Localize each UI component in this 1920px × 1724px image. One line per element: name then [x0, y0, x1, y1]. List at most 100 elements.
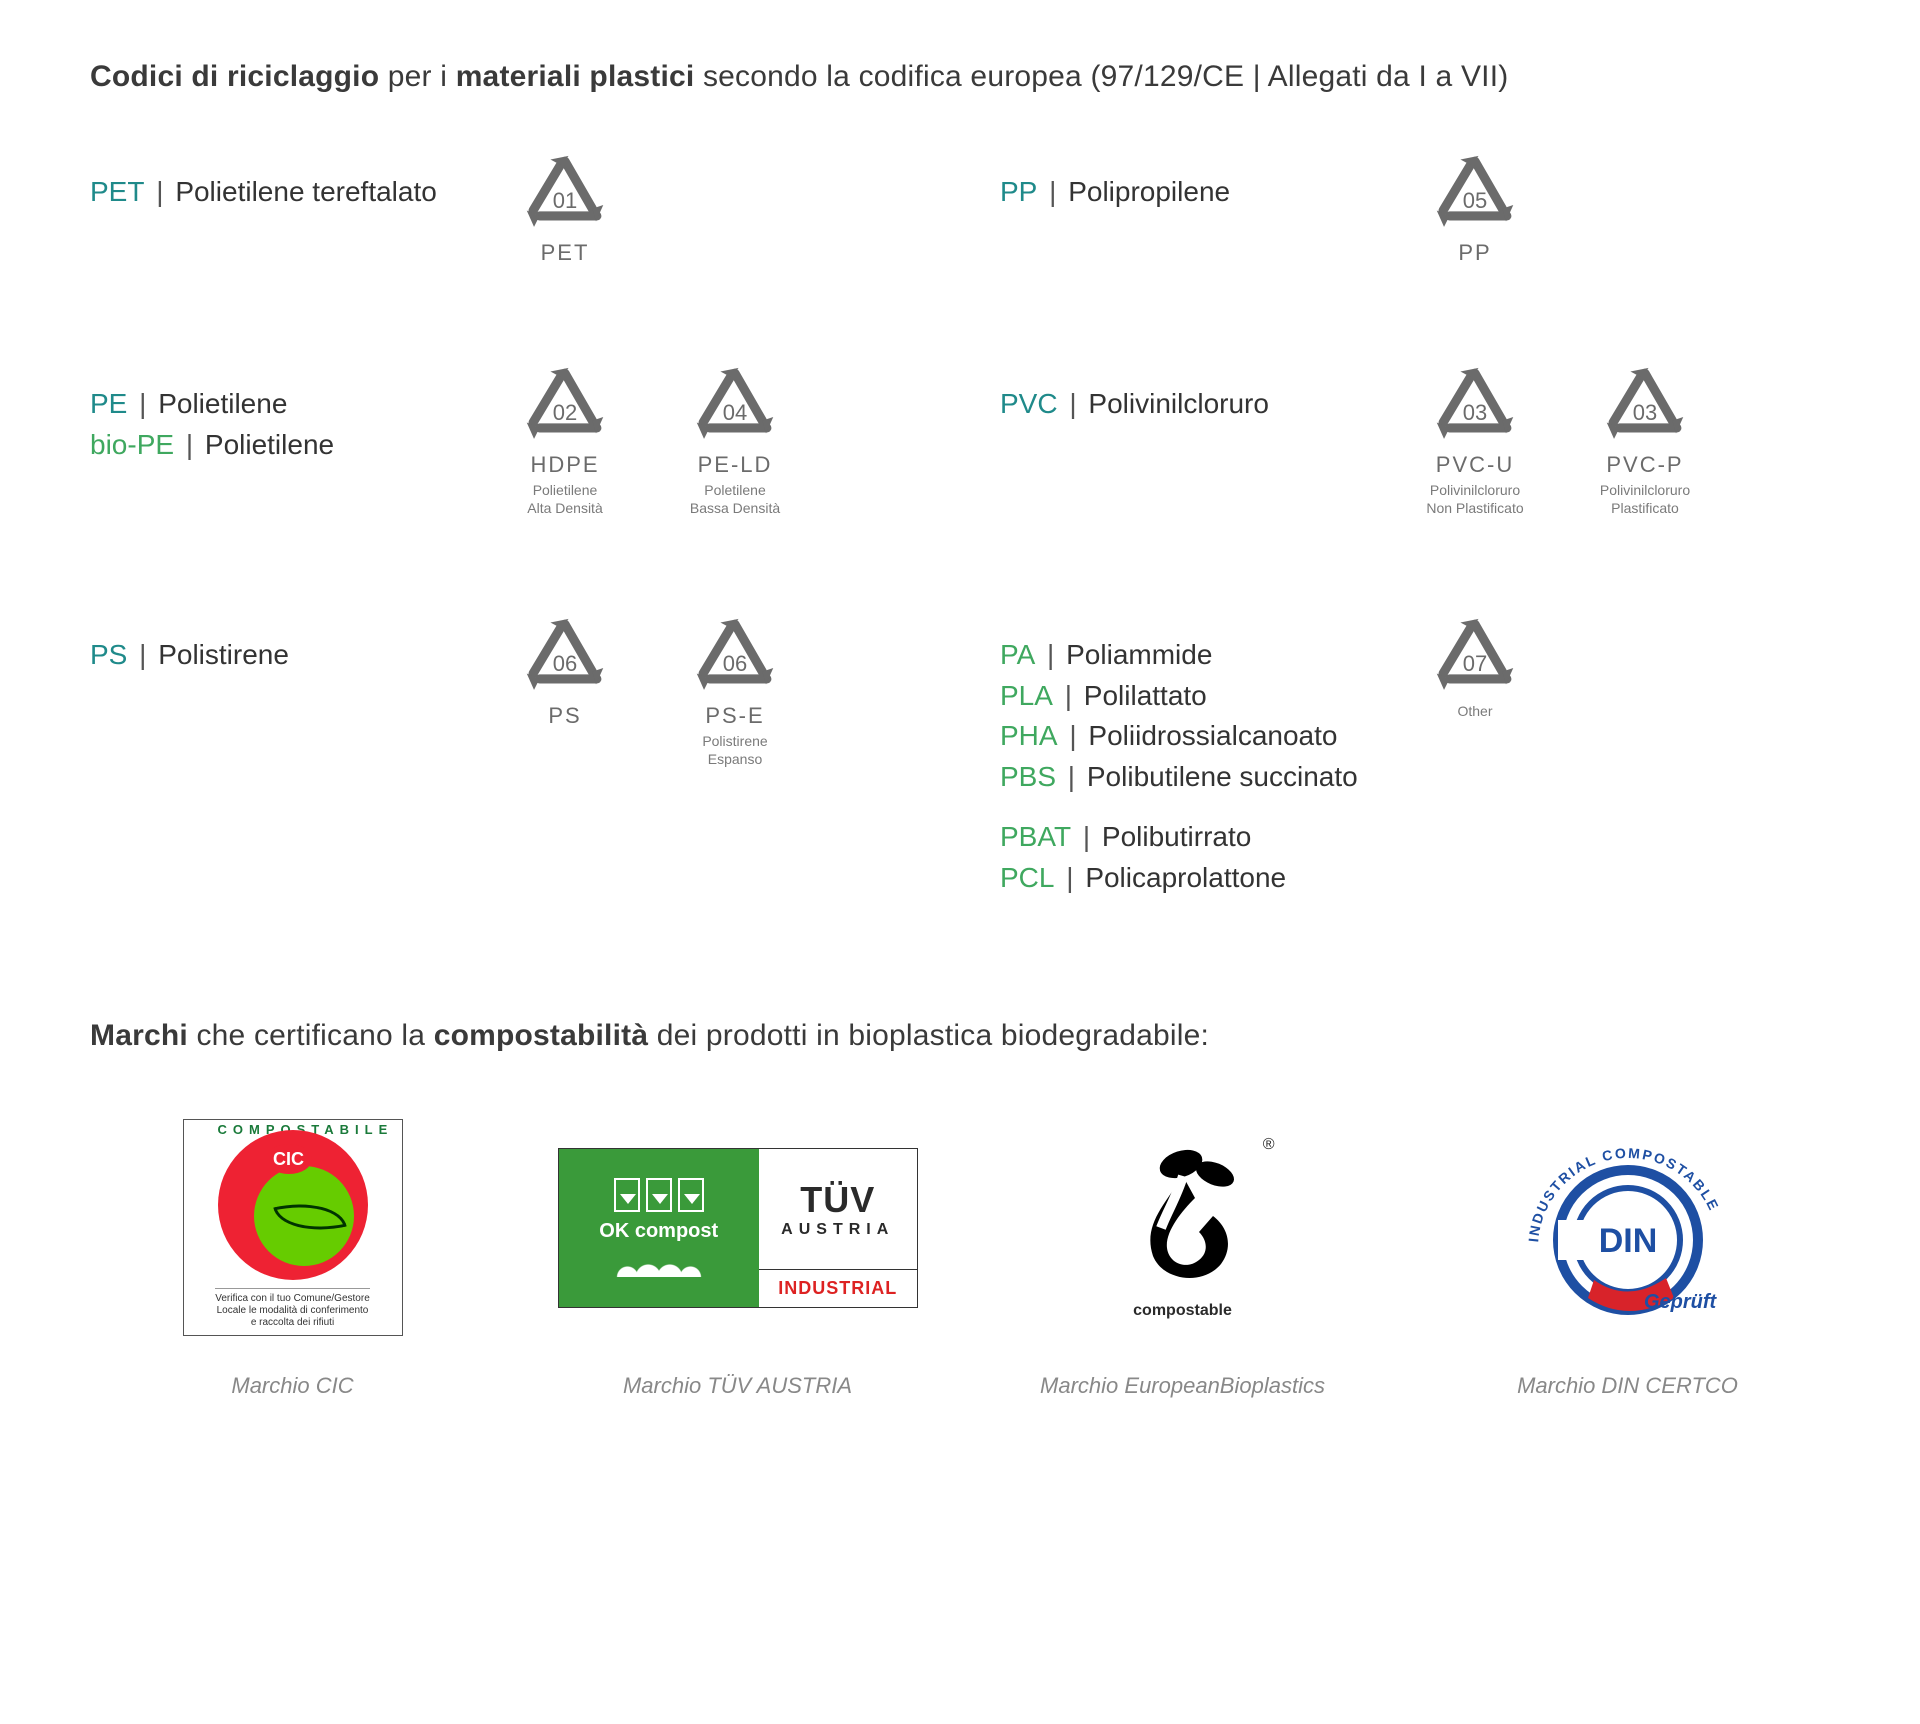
recycle-abbr: PS — [548, 703, 581, 729]
recycling-symbols: 01 PET — [500, 154, 630, 266]
recycling-symbol: 03PVC-PPolivinilcloruroPlastificato — [1580, 366, 1710, 517]
recycling-symbol: 06PS-EPolistireneEspanso — [670, 617, 800, 768]
recycle-desc: PolistireneEspanso — [702, 733, 767, 768]
material-labels: PP | Polipropilene — [1000, 154, 1380, 213]
recycle-number: 03 — [1599, 400, 1691, 426]
din-center: DIN — [1598, 1222, 1657, 1260]
material-code: PCL — [1000, 862, 1054, 893]
logo-seedling: ® compostable — [1083, 1136, 1283, 1320]
material-name: Policaprolattone — [1085, 862, 1286, 893]
recycling-symbol: 01 PET — [500, 154, 630, 266]
material-name: Polibutilene succinato — [1087, 761, 1358, 792]
material-label-line: PET | Polietilene tereftalato — [90, 172, 470, 213]
title2-mid1: che certificano la — [188, 1019, 434, 1052]
cic-footer: Verifica con il tuo Comune/GestoreLocale… — [215, 1288, 370, 1329]
recycle-number: 05 — [1429, 188, 1521, 214]
recycling-symbols: 06 PS 06PS-EPolistireneEspanso — [500, 617, 800, 768]
title2-bold1: Marchi — [90, 1019, 188, 1052]
certification: COMPOSTABILE CIC Verifica con il tuo Com… — [90, 1113, 495, 1399]
material-name: Polistirene — [158, 639, 289, 670]
recycle-number: 06 — [689, 651, 781, 677]
material-label-line: PLA | Polilattato — [1000, 676, 1380, 717]
title1-bold1: Codici di riciclaggio — [90, 60, 379, 93]
certification: OK compost TÜV AUSTRIA INDUSTRIAL Marchi… — [535, 1113, 940, 1399]
recycle-desc: PolietileneAlta Densità — [527, 482, 602, 517]
seedling-caption: compostable — [1133, 1302, 1232, 1320]
title1-bold2: materiali plastici — [456, 60, 695, 93]
material-name: Polietilene — [205, 429, 334, 460]
tuv-brand1: TÜV — [800, 1179, 875, 1221]
recycle-triangle-icon: 04 — [689, 366, 781, 448]
material-name: Poliidrossialcanoato — [1088, 720, 1337, 751]
material-code: PET — [90, 176, 144, 207]
title1-mid1: per i — [379, 60, 455, 93]
separator: | — [1058, 720, 1089, 751]
recycle-abbr: PE-LD — [698, 452, 773, 478]
cic-badge: CIC — [266, 1144, 312, 1174]
title2-bold2: compostabilità — [434, 1019, 649, 1052]
material-cell: PA | Poliammide PLA | PolilattatoPHA | Po… — [1000, 617, 1830, 899]
separator: | — [127, 639, 158, 670]
separator: | — [1058, 388, 1089, 419]
down-arrows-icon — [614, 1178, 704, 1212]
recycle-triangle-icon: 02 — [519, 366, 611, 448]
material-code: PLA — [1000, 680, 1053, 711]
recycle-number: 04 — [689, 400, 781, 426]
recycling-symbols: 07Other — [1410, 617, 1540, 721]
tuv-industrial: INDUSTRIAL — [759, 1269, 917, 1307]
material-code: PE — [90, 388, 127, 419]
separator: | — [174, 429, 205, 460]
material-labels: PET | Polietilene tereftalato — [90, 154, 470, 213]
material-name: Polietilene tereftalato — [175, 176, 437, 207]
material-code: PP — [1000, 176, 1037, 207]
certification-caption: Marchio DIN CERTCO — [1517, 1373, 1738, 1399]
registered-mark: ® — [1263, 1136, 1275, 1154]
material-label-line: PE | Polietilene — [90, 384, 470, 425]
recycle-desc: PolivinilcloruroNon Plastificato — [1426, 482, 1523, 517]
material-label-line: PVC | Polivinilcloruro — [1000, 384, 1380, 425]
recycle-abbr: PP — [1458, 240, 1491, 266]
recycle-triangle-icon: 03 — [1599, 366, 1691, 448]
recycle-abbr: PET — [541, 240, 590, 266]
material-code: bio-PE — [90, 429, 174, 460]
material-name: Polietilene — [158, 388, 287, 419]
title1-suffix: secondo la codifica europea (97/129/CE |… — [694, 60, 1508, 93]
recycle-number: 02 — [519, 400, 611, 426]
flower-icon — [614, 1251, 704, 1277]
separator: | — [1054, 862, 1085, 893]
title2-suffix: dei prodotti in bioplastica biodegradabi… — [648, 1019, 1209, 1052]
separator: | — [1035, 639, 1066, 670]
recycle-abbr: PVC-U — [1436, 452, 1514, 478]
certification-caption: Marchio CIC — [231, 1373, 353, 1399]
material-cell: PP | Polipropilene 05 PP — [1000, 154, 1830, 266]
recycle-abbr: HDPE — [530, 452, 599, 478]
material-name: Polipropilene — [1068, 176, 1230, 207]
separator: | — [1071, 821, 1102, 852]
certification-logo: OK compost TÜV AUSTRIA INDUSTRIAL — [558, 1113, 918, 1343]
certification-logo: COMPOSTABILE CIC Verifica con il tuo Com… — [183, 1113, 403, 1343]
material-code: PA — [1000, 639, 1035, 670]
recycle-desc: PolivinilcloruroPlastificato — [1600, 482, 1690, 517]
material-labels: PE | Polietilene bio-PE | Polietilene — [90, 366, 470, 465]
material-name: Poliammide — [1066, 639, 1212, 670]
recycling-symbol: 04PE-LDPoletileneBassa Densità — [670, 366, 800, 517]
recycle-desc: Other — [1457, 703, 1492, 721]
title-recycling-codes: Codici di riciclaggio per i materiali pl… — [90, 60, 1830, 94]
tuv-ok-text: OK compost — [599, 1220, 718, 1243]
recycling-symbols: 05 PP — [1410, 154, 1540, 266]
material-code: PHA — [1000, 720, 1058, 751]
material-cell: PE | Polietilene bio-PE | Polietilene 02 H… — [90, 366, 920, 517]
recycling-symbols: 02HDPEPolietileneAlta Densità 04PE-LDPol… — [500, 366, 800, 517]
material-label-line: PBAT | Polibutirrato — [1000, 817, 1380, 858]
recycling-symbol: 07Other — [1410, 617, 1540, 721]
material-label-line: PBS | Polibutilene succinato — [1000, 757, 1380, 798]
din-gepruft: Geprüft — [1644, 1291, 1718, 1313]
material-cell: PVC | Polivinilcloruro 03 PVC-U Polivinilc… — [1000, 366, 1830, 517]
material-label-line: PHA | Poliidrossialcanoato — [1000, 716, 1380, 757]
materials-grid: PET | Polietilene tereftalato 01 PET PP | … — [90, 154, 1830, 899]
certification: INDUSTRIAL COMPOSTABLE DIN Geprüft March… — [1425, 1113, 1830, 1399]
material-label-line: PS | Polistirene — [90, 635, 470, 676]
recycle-number: 01 — [519, 188, 611, 214]
separator: | — [127, 388, 158, 419]
title-compost-marks: Marchi che certificano la compostabilità… — [90, 1019, 1830, 1053]
